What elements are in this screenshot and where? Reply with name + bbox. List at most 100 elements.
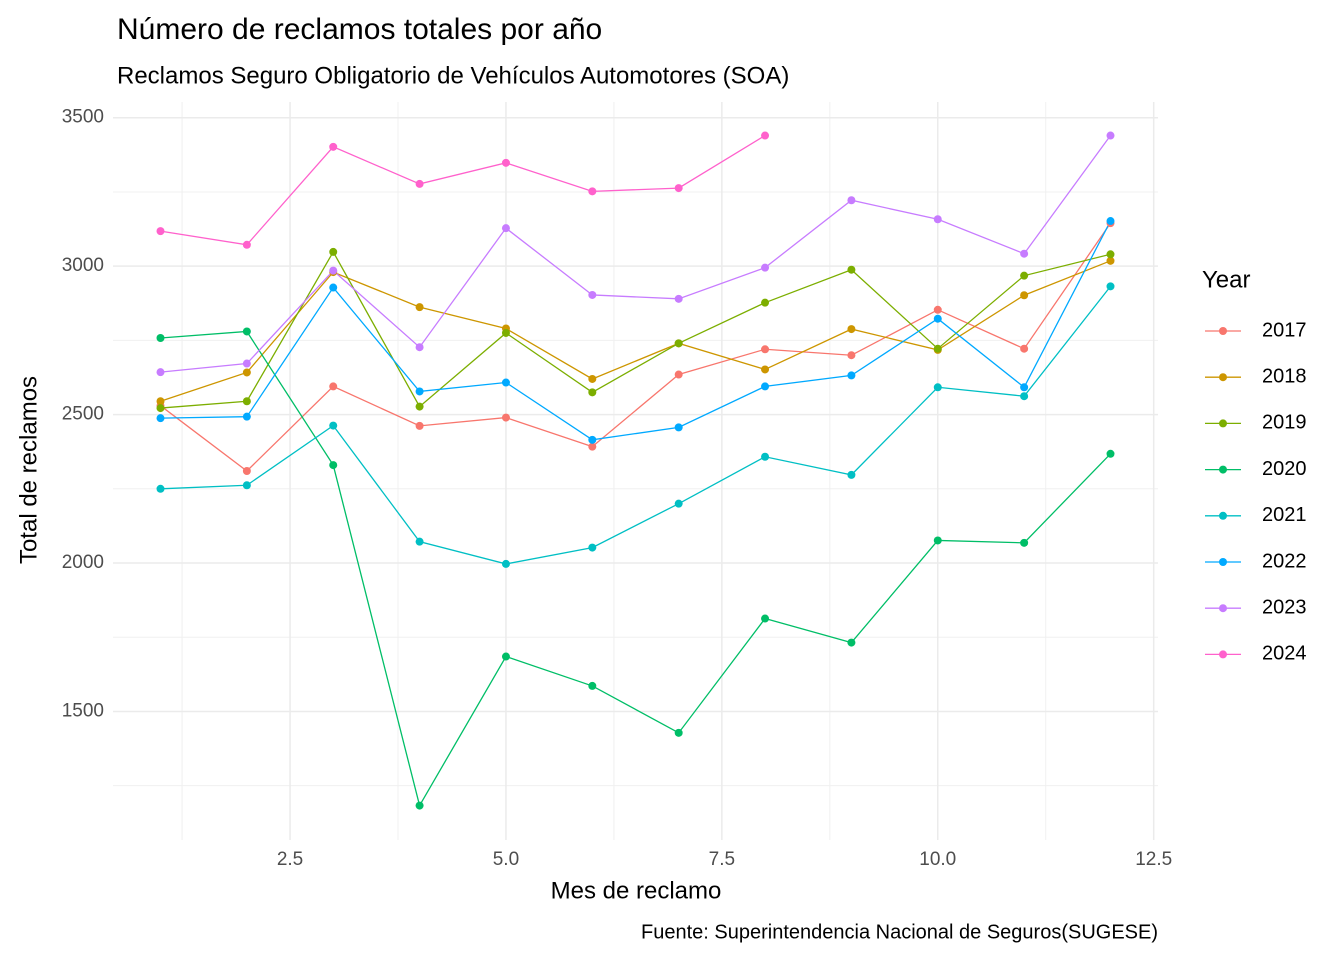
series-line bbox=[160, 260, 1111, 402]
series-line bbox=[160, 250, 1111, 409]
series-line bbox=[160, 222, 1112, 472]
x-tick-label: 7.5 bbox=[709, 849, 735, 870]
series-line bbox=[160, 220, 1112, 441]
chart-subtitle: Reclamos Seguro Obligatorio de Vehículos… bbox=[117, 62, 789, 89]
data-point bbox=[674, 728, 683, 737]
data-point bbox=[415, 537, 424, 546]
data-point bbox=[242, 481, 251, 490]
data-point bbox=[761, 263, 770, 272]
data-point bbox=[761, 365, 770, 374]
data-point bbox=[933, 215, 942, 224]
data-point bbox=[674, 339, 683, 348]
y-tick-label: 2500 bbox=[62, 404, 104, 425]
x-tick-label: 2.5 bbox=[277, 849, 303, 870]
data-point bbox=[156, 368, 165, 377]
data-point bbox=[501, 378, 510, 387]
data-point bbox=[242, 467, 251, 475]
data-point bbox=[933, 536, 942, 545]
x-tick-label: 12.5 bbox=[1135, 849, 1172, 870]
legend-label: 2024 bbox=[1262, 643, 1307, 665]
data-point bbox=[847, 470, 856, 479]
data-point bbox=[847, 325, 856, 334]
data-point bbox=[329, 283, 338, 292]
data-point bbox=[501, 413, 510, 422]
data-point bbox=[156, 397, 165, 406]
data-point bbox=[156, 227, 165, 236]
series-line bbox=[160, 134, 766, 246]
data-point bbox=[588, 681, 597, 690]
data-point bbox=[415, 179, 424, 188]
data-point bbox=[329, 266, 338, 275]
data-point bbox=[501, 652, 510, 661]
data-point bbox=[329, 142, 338, 151]
data-point bbox=[1106, 449, 1115, 458]
x-tick-label: 10.0 bbox=[919, 849, 956, 870]
data-point bbox=[1020, 392, 1029, 401]
data-point bbox=[329, 421, 338, 430]
data-point bbox=[588, 388, 597, 397]
data-point bbox=[1020, 271, 1029, 280]
data-point bbox=[1106, 131, 1115, 140]
data-point bbox=[242, 412, 251, 421]
data-point bbox=[847, 638, 856, 647]
series-line bbox=[160, 330, 1111, 808]
caption: Fuente: Superintendencia Nacional de Seg… bbox=[641, 921, 1158, 943]
data-point bbox=[1106, 282, 1115, 291]
legend-label: 2018 bbox=[1262, 365, 1307, 387]
data-point bbox=[415, 303, 424, 312]
data-point bbox=[674, 499, 683, 508]
legend-title: Year bbox=[1202, 266, 1251, 293]
legend-swatch-point bbox=[1219, 465, 1227, 474]
data-point bbox=[761, 614, 770, 623]
data-point bbox=[588, 187, 597, 196]
data-point bbox=[674, 294, 683, 303]
data-point bbox=[242, 240, 251, 249]
data-point bbox=[1106, 256, 1115, 265]
data-point bbox=[1020, 291, 1029, 300]
data-point bbox=[1106, 250, 1115, 259]
data-point bbox=[761, 452, 770, 461]
data-point bbox=[847, 265, 856, 274]
data-point bbox=[156, 484, 165, 493]
chart-title: Número de reclamos totales por año bbox=[117, 13, 602, 46]
data-point bbox=[1020, 538, 1029, 547]
data-point bbox=[156, 334, 165, 343]
legend-label: 2019 bbox=[1262, 412, 1307, 434]
series-line bbox=[160, 285, 1112, 565]
data-point bbox=[847, 351, 856, 360]
legend-swatch-point bbox=[1219, 373, 1227, 382]
legend-swatch-point bbox=[1219, 419, 1227, 428]
data-point bbox=[415, 402, 424, 411]
data-point bbox=[933, 344, 942, 353]
data-point bbox=[415, 421, 424, 430]
legend-swatch-point bbox=[1219, 650, 1227, 659]
data-point bbox=[761, 298, 770, 307]
data-point bbox=[329, 382, 338, 391]
y-tick-label: 1500 bbox=[62, 700, 104, 721]
data-point bbox=[933, 383, 942, 392]
data-point bbox=[588, 442, 597, 451]
data-point bbox=[761, 382, 770, 391]
data-point bbox=[1106, 217, 1115, 226]
y-tick-label: 2000 bbox=[62, 552, 104, 573]
data-point bbox=[761, 131, 770, 140]
y-tick-label: 3500 bbox=[62, 107, 104, 128]
data-point bbox=[415, 343, 424, 352]
data-point bbox=[501, 328, 510, 337]
legend-swatch-point bbox=[1219, 604, 1227, 613]
data-point bbox=[588, 290, 597, 299]
data-point bbox=[933, 305, 942, 314]
legend-label: 2023 bbox=[1262, 596, 1307, 618]
data-point bbox=[501, 224, 510, 233]
legend-swatch-point bbox=[1219, 558, 1227, 566]
data-point bbox=[242, 359, 251, 368]
data-point bbox=[588, 435, 597, 444]
data-point bbox=[242, 368, 251, 377]
data-point bbox=[761, 345, 770, 354]
data-point bbox=[156, 414, 165, 423]
legend-swatch-point bbox=[1219, 511, 1227, 520]
legend-label: 2021 bbox=[1262, 504, 1307, 526]
data-point bbox=[674, 370, 683, 379]
x-axis-label: Mes de reclamo bbox=[551, 877, 722, 904]
